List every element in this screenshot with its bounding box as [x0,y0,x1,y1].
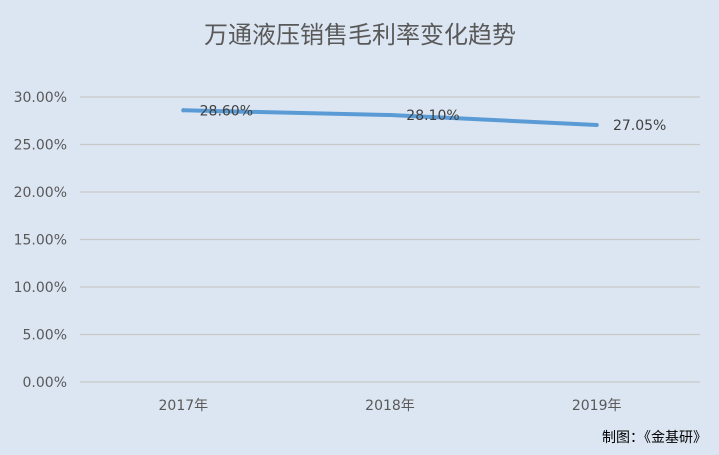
y-tick-label: 0.00% [23,375,67,391]
y-axis-ticks: 0.00% 5.00% 10.00% 15.00% 20.00% 25.00% 30.00% [14,90,67,391]
x-tick-label: 2017年 [159,398,209,414]
x-tick-label: 2018年 [365,398,415,414]
series-layer [181,108,599,128]
data-point [388,113,392,118]
data-label: 28.10% [406,108,459,124]
y-tick-label: 25.00% [14,138,67,154]
data-point [594,123,599,128]
x-tick-label: 2019年 [572,398,622,414]
y-tick-label: 30.00% [14,90,67,106]
x-axis-ticks: 2017年 2018年 2019年 [159,398,622,414]
source-note: 制图：《金基研》 [602,430,707,446]
data-label: 27.05% [613,118,666,134]
y-tick-label: 15.00% [14,233,67,249]
y-tick-label: 5.00% [23,328,67,344]
gridlines [80,96,700,383]
chart-title: 万通液压销售毛利率变化趋势 [204,21,516,49]
data-point [181,108,186,113]
data-labels: 28.60% 28.10% 27.05% [200,103,667,134]
y-tick-label: 20.00% [14,185,67,201]
data-label: 28.60% [200,103,253,119]
y-tick-label: 10.00% [14,280,67,296]
